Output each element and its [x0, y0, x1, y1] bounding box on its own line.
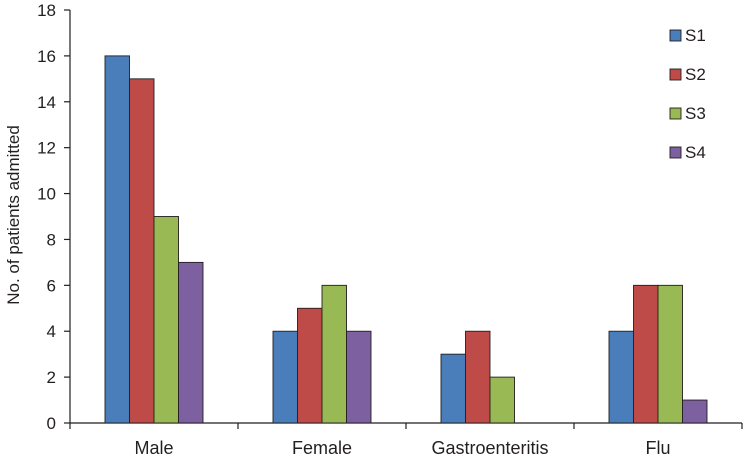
legend: S1 S2 S3 S4 [669, 26, 706, 162]
bar-s1-flu [608, 330, 634, 424]
y-tick-label: 14 [37, 93, 56, 112]
legend-swatch [669, 146, 682, 159]
legend-label: S1 [685, 26, 706, 45]
bar-s2-flu [633, 284, 659, 424]
bar-s3-male [153, 216, 179, 424]
y-tick-label: 8 [47, 230, 56, 249]
x-category-label: Female [292, 438, 352, 456]
bars [104, 55, 708, 424]
legend-swatch [669, 68, 682, 81]
y-tick-label: 12 [37, 139, 56, 158]
bar-s2-gastroenteritis [465, 330, 491, 424]
bar-s4-female [346, 330, 372, 424]
x-category-label: Flu [645, 438, 670, 456]
bar-s3-female [321, 284, 347, 424]
y-tick-label: 16 [37, 47, 56, 66]
x-axis: Male Female Gastroenteritis Flu [69, 422, 743, 456]
y-tick-label: 6 [47, 276, 56, 295]
bar-s2-male [129, 78, 155, 424]
bar-s3-flu [657, 284, 683, 424]
y-tick-label: 10 [37, 185, 56, 204]
bar-s4-male [178, 261, 204, 424]
y-tick-label: 0 [47, 414, 56, 433]
bar-s3-gastroenteritis [489, 376, 515, 424]
bar-s1-gastroenteritis [440, 353, 466, 424]
bar-s4-flu [682, 399, 708, 424]
bar-s1-female [272, 330, 298, 424]
legend-label: S4 [685, 143, 706, 162]
y-tick-label: 2 [47, 368, 56, 387]
x-category-label: Gastroenteritis [431, 438, 548, 456]
legend-swatch [669, 29, 682, 42]
legend-label: S2 [685, 65, 706, 84]
y-tick-label: 4 [47, 322, 56, 341]
y-axis-title: No. of patients admitted [4, 125, 23, 305]
y-axis: 0 2 4 6 8 10 12 14 16 18 [37, 1, 71, 433]
bar-s1-male [104, 55, 130, 424]
y-tick-label: 18 [37, 1, 56, 20]
x-category-label: Male [134, 438, 173, 456]
legend-label: S3 [685, 104, 706, 123]
bar-s2-female [297, 307, 323, 424]
legend-swatch [669, 107, 682, 120]
